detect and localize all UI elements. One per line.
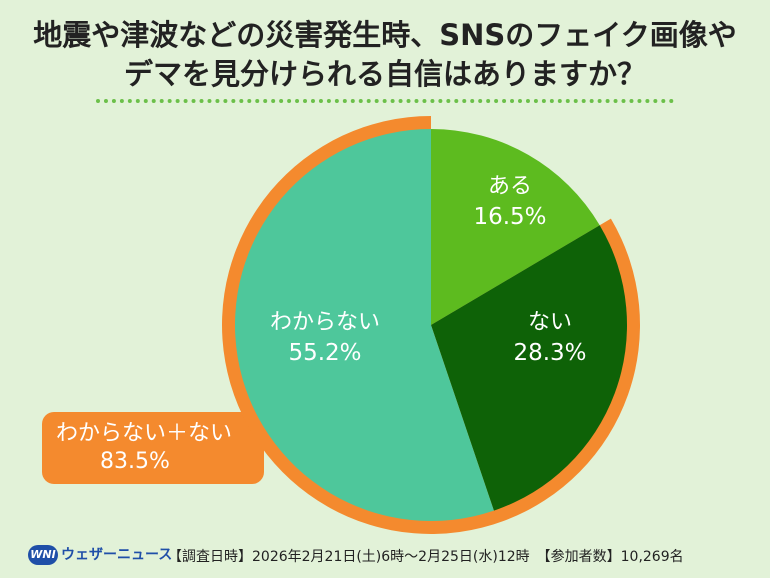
slice-label-aru: ある 16.5%: [455, 172, 565, 232]
survey-info: 【調査日時】2026年2月21日(土)6時〜2月25日(水)12時 【参加者数】…: [168, 549, 684, 565]
slice-label-wakaranai-value: 55.2%: [288, 340, 362, 366]
combined-label-name: わからない＋ない: [56, 421, 233, 446]
slice-label-nai: ない 28.3%: [495, 308, 605, 368]
pie-slice-0: [431, 129, 600, 325]
combined-label: わからない＋ない 83.5%: [56, 420, 256, 476]
slice-label-nai-name: ない: [527, 310, 572, 335]
wni-logo-text: ウェザーニュース: [61, 547, 173, 563]
title-line-1: 地震や津波などの災害発生時、SNSのフェイク画像や: [33, 18, 737, 52]
slice-label-aru-name: ある: [487, 174, 532, 199]
slice-label-nai-value: 28.3%: [513, 340, 587, 366]
weathernews-logo: WNI ウェザーニュース: [28, 544, 172, 566]
title-line-2: デマを見分けられる自信はありますか？: [123, 57, 646, 91]
dotted-divider: [96, 99, 674, 103]
slice-label-wakaranai-name: わからない: [269, 310, 380, 335]
pie-slice-1: [431, 225, 627, 511]
slice-label-wakaranai: わからない 55.2%: [255, 308, 395, 368]
pie-slice-2: [234, 129, 494, 521]
slice-label-aru-value: 16.5%: [473, 204, 547, 230]
combined-label-box: [42, 412, 264, 484]
chart-title: 地震や津波などの災害発生時、SNSのフェイク画像や デマを見分けられる自信はあり…: [0, 16, 770, 94]
combined-label-value: 83.5%: [100, 449, 170, 474]
wni-logo-mark: WNI: [28, 545, 58, 565]
